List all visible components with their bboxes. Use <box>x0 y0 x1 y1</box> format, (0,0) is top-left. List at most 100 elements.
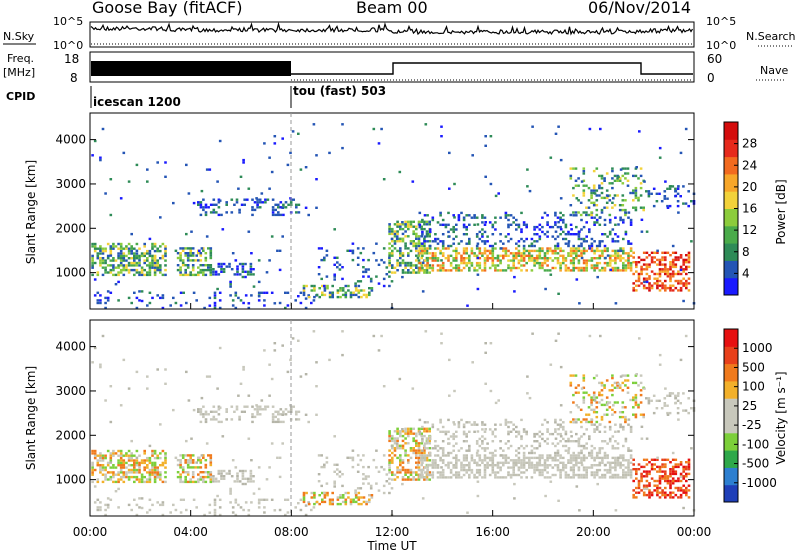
velocity-cell <box>452 444 455 448</box>
power-cell <box>580 218 583 222</box>
power-cell <box>153 257 157 260</box>
power-cell <box>632 251 635 254</box>
power-cell <box>577 254 581 257</box>
power-cell <box>598 269 602 272</box>
power-cell <box>664 263 667 266</box>
power-cell <box>666 286 670 290</box>
power-cell <box>687 254 691 257</box>
velocity-cell <box>666 493 670 497</box>
velocity-cell <box>585 471 588 474</box>
velocity-cell <box>572 374 575 377</box>
power-cell <box>556 259 560 262</box>
velocity-cell <box>575 421 578 424</box>
power-cell <box>169 304 172 307</box>
power-cell <box>399 227 402 231</box>
velocity-cell <box>217 408 221 411</box>
velocity-cell <box>575 404 579 407</box>
power-cell <box>310 301 313 305</box>
velocity-cell <box>533 432 536 436</box>
power-cell <box>412 244 415 248</box>
power-cell <box>640 270 643 273</box>
power-cell <box>243 198 246 201</box>
velocity-cell <box>488 456 492 460</box>
power-cell <box>507 240 510 243</box>
power-cell <box>475 216 479 219</box>
power-cell <box>582 259 586 262</box>
velocity-cell <box>209 461 213 464</box>
velocity-cell <box>222 475 226 478</box>
velocity-cell <box>264 405 267 408</box>
velocity-cell <box>208 375 212 378</box>
velocity-cell <box>354 489 357 492</box>
velocity-cell <box>423 421 427 424</box>
power-cell <box>629 254 633 257</box>
velocity-cell <box>600 418 604 421</box>
power-cell <box>426 257 429 260</box>
power-cell <box>569 252 573 255</box>
power-cbar-tick-label: 8 <box>742 245 750 259</box>
velocity-cell <box>457 425 461 429</box>
velocity-cell <box>407 442 410 445</box>
velocity-cell <box>465 471 468 474</box>
power-cell <box>648 286 651 290</box>
power-cell <box>117 264 120 267</box>
velocity-cell <box>664 491 667 494</box>
velocity-cell <box>247 513 251 517</box>
velocity-cell <box>242 368 245 371</box>
velocity-cell <box>156 471 159 474</box>
velocity-cell <box>328 358 331 362</box>
velocity-cell <box>585 473 588 477</box>
power-cell <box>423 271 426 274</box>
velocity-cell <box>614 464 617 467</box>
velocity-cell <box>484 428 487 431</box>
power-cell <box>611 240 615 243</box>
power-cell <box>582 189 586 192</box>
power-cell <box>96 299 100 302</box>
velocity-cell <box>99 506 102 509</box>
velocity-cell <box>590 398 593 402</box>
velocity-cell <box>616 473 620 477</box>
power-cell <box>444 269 448 272</box>
velocity-cell <box>619 454 622 457</box>
power-cell <box>218 299 222 302</box>
velocity-cell <box>616 386 619 389</box>
power-cell <box>593 252 596 255</box>
velocity-cell <box>339 496 342 499</box>
power-cell <box>682 202 685 205</box>
power-cell <box>554 257 557 260</box>
velocity-cell <box>556 423 560 426</box>
power-cell <box>112 264 115 267</box>
power-ytick-label: 1000 <box>55 266 86 280</box>
power-cell <box>401 221 404 224</box>
power-cell <box>421 247 424 250</box>
velocity-cell <box>423 427 426 430</box>
velocity-cell <box>582 476 586 479</box>
power-cell <box>246 273 250 276</box>
power-cell <box>228 265 231 268</box>
power-cell <box>666 197 669 200</box>
velocity-cell <box>525 444 528 448</box>
velocity-cell <box>671 458 675 461</box>
velocity-cell <box>632 398 635 402</box>
power-cell <box>204 259 208 262</box>
power-cell <box>417 240 421 243</box>
power-cell <box>191 247 195 250</box>
power-cell <box>199 264 203 267</box>
velocity-cell <box>517 432 521 436</box>
velocity-cell <box>388 439 391 443</box>
velocity-cell <box>323 496 327 499</box>
power-cell <box>603 218 607 222</box>
power-cell <box>543 257 547 260</box>
power-cell <box>645 256 649 259</box>
velocity-cell <box>622 476 625 479</box>
velocity-cell <box>515 459 518 462</box>
power-cell <box>570 228 573 231</box>
power-cell <box>391 249 394 253</box>
power-cell <box>687 265 691 269</box>
velocity-cell <box>391 473 394 476</box>
velocity-cell <box>455 430 458 433</box>
velocity-cell <box>153 478 157 481</box>
power-cell <box>135 271 139 274</box>
power-cell <box>304 166 308 169</box>
velocity-cell <box>417 466 421 469</box>
